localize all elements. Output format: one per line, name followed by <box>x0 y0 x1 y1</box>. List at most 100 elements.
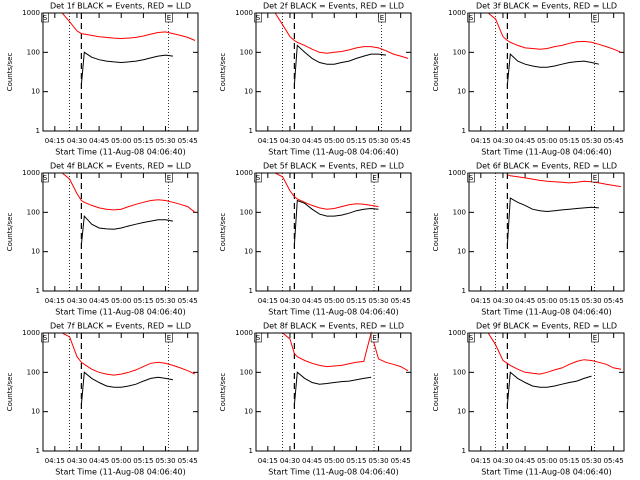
chart-title: Det 7f BLACK = Events, RED = LLD <box>50 322 191 331</box>
x-tick-label: 05:45 <box>604 137 624 145</box>
x-tick-label: 04:30 <box>280 457 300 465</box>
y-tick-label: 10 <box>31 88 40 96</box>
x-tick-label: 04:45 <box>89 137 109 145</box>
x-axis-label: Start Time (11-Aug-08 04:06:40) <box>481 308 612 317</box>
series-line <box>44 172 196 213</box>
y-axis-label: Counts/sec <box>432 373 440 412</box>
y-tick-label: 100 <box>453 368 466 376</box>
annotation: E <box>372 334 376 342</box>
y-tick-label: 100 <box>240 48 253 56</box>
x-tick-label: 04:45 <box>89 297 109 305</box>
y-tick-label: 1000 <box>235 9 253 17</box>
x-tick-label: 05:15 <box>133 297 153 305</box>
x-tick-label: 05:00 <box>111 457 131 465</box>
y-tick-label: 10 <box>244 88 253 96</box>
x-tick-label: 04:45 <box>515 137 535 145</box>
x-tick-label: 05:00 <box>324 297 344 305</box>
annotation: E <box>593 14 597 22</box>
x-tick-label: 04:15 <box>258 297 278 305</box>
chart-title: Det 3f BLACK = Events, RED = LLD <box>476 2 617 11</box>
series-line <box>44 12 196 41</box>
x-axis-label: Start Time (11-Aug-08 04:06:40) <box>481 468 612 477</box>
annotation: S <box>256 174 261 182</box>
x-tick-label: 04:30 <box>280 297 300 305</box>
x-axis-label: Start Time (11-Aug-08 04:06:40) <box>481 148 612 157</box>
y-axis-label: Counts/sec <box>219 213 227 252</box>
annotation: S <box>469 174 474 182</box>
y-tick-label: 1000 <box>235 169 253 177</box>
y-tick-label: 1000 <box>448 9 466 17</box>
x-tick-label: 05:15 <box>133 457 153 465</box>
x-tick-label: 04:30 <box>280 137 300 145</box>
y-tick-label: 10 <box>244 408 253 416</box>
y-axis-label: Counts/sec <box>432 53 440 92</box>
chart-title: Det 8f BLACK = Events, RED = LLD <box>263 322 404 331</box>
chart-title: Det 9f BLACK = Events, RED = LLD <box>476 322 617 331</box>
y-tick-label: 1 <box>36 447 40 455</box>
panel: Det 1f BLACK = Events, RED = LLD Start Ti… <box>6 2 199 157</box>
chart-title: Det 6f BLACK = Events, RED = LLD <box>476 162 617 171</box>
plot-frame <box>468 332 625 452</box>
y-tick-label: 10 <box>457 248 466 256</box>
x-tick-label: 05:15 <box>133 137 153 145</box>
x-tick-label: 05:45 <box>178 457 198 465</box>
x-tick-label: 05:30 <box>368 297 388 305</box>
annotation: E <box>167 174 171 182</box>
chart-title: Det 2f BLACK = Events, RED = LLD <box>263 2 404 11</box>
x-axis-label: Start Time (11-Aug-08 04:06:40) <box>268 308 399 317</box>
y-axis-label: Counts/sec <box>219 373 227 412</box>
series-line <box>257 12 409 59</box>
series-line <box>507 174 622 188</box>
y-tick-label: 1000 <box>235 329 253 337</box>
y-axis-label: Counts/sec <box>6 373 14 412</box>
x-tick-label: 05:15 <box>346 297 366 305</box>
y-tick-label: 100 <box>240 368 253 376</box>
series-line <box>80 51 173 85</box>
annotation: E <box>372 174 376 182</box>
x-tick-label: 04:15 <box>45 457 65 465</box>
series-line <box>293 371 372 405</box>
panel: Det 2f BLACK = Events, RED = LLD Start Ti… <box>219 2 412 157</box>
x-tick-label: 04:45 <box>302 137 322 145</box>
x-tick-label: 04:45 <box>302 457 322 465</box>
annotation: E <box>167 334 171 342</box>
panel: Det 7f BLACK = Events, RED = LLD Start Ti… <box>6 322 199 477</box>
y-tick-label: 1000 <box>22 169 40 177</box>
x-tick-label: 05:45 <box>604 457 624 465</box>
x-tick-label: 05:00 <box>537 137 557 145</box>
plot-frame <box>42 172 199 292</box>
y-axis-label: Counts/sec <box>6 213 14 252</box>
x-tick-label: 04:15 <box>471 457 491 465</box>
x-tick-label: 05:45 <box>391 137 411 145</box>
series-line <box>293 199 379 245</box>
x-tick-label: 05:45 <box>178 137 198 145</box>
series-line <box>470 332 622 375</box>
x-tick-label: 04:30 <box>67 137 87 145</box>
series-line <box>80 214 173 245</box>
x-axis-label: Start Time (11-Aug-08 04:06:40) <box>55 468 186 477</box>
y-tick-label: 10 <box>31 408 40 416</box>
x-axis-label: Start Time (11-Aug-08 04:06:40) <box>268 468 399 477</box>
x-tick-label: 05:15 <box>559 297 579 305</box>
x-axis-label: Start Time (11-Aug-08 04:06:40) <box>55 308 186 317</box>
y-tick-label: 1000 <box>22 9 40 17</box>
annotation: E <box>593 334 597 342</box>
y-tick-label: 1000 <box>448 169 466 177</box>
x-axis-label: Start Time (11-Aug-08 04:06:40) <box>55 148 186 157</box>
x-tick-label: 05:00 <box>111 137 131 145</box>
chart-title: Det 5f BLACK = Events, RED = LLD <box>263 162 404 171</box>
x-tick-label: 05:45 <box>391 297 411 305</box>
y-tick-label: 10 <box>457 88 466 96</box>
y-tick-label: 100 <box>27 208 40 216</box>
x-tick-label: 05:30 <box>368 137 388 145</box>
panel: Det 5f BLACK = Events, RED = LLD Start Ti… <box>219 162 412 317</box>
x-tick-label: 04:30 <box>67 297 87 305</box>
x-tick-label: 05:45 <box>604 297 624 305</box>
series-line <box>257 172 379 210</box>
x-tick-label: 04:15 <box>45 137 65 145</box>
x-tick-label: 05:15 <box>559 457 579 465</box>
annotation: S <box>469 14 474 22</box>
x-tick-label: 04:45 <box>89 457 109 465</box>
